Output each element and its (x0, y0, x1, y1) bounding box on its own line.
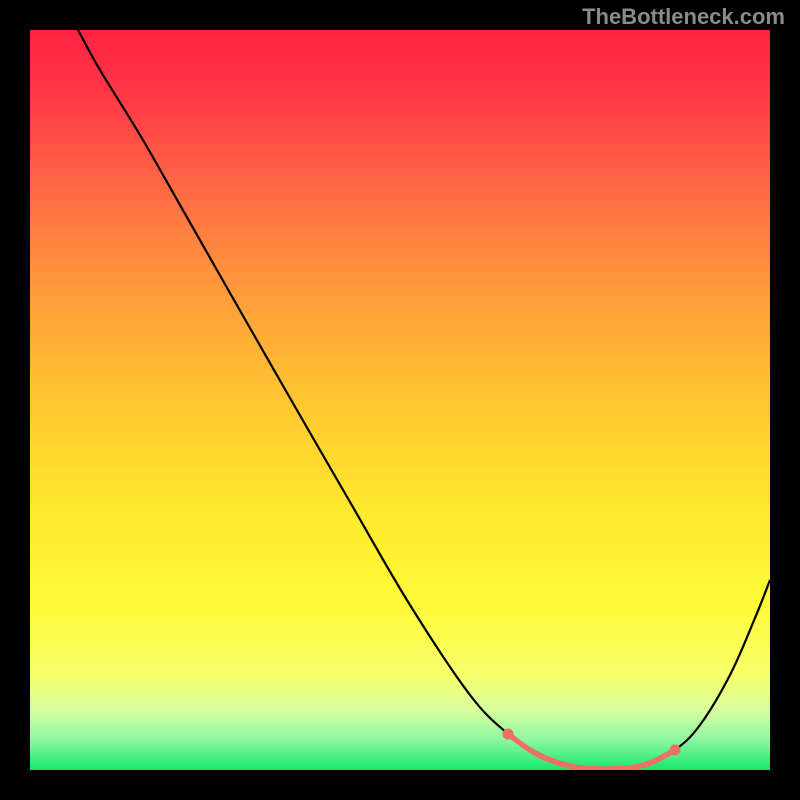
plot-area (30, 30, 770, 770)
highlight-endpoint-dot-0 (503, 729, 514, 740)
highlight-segment (508, 734, 675, 769)
main-curve (78, 30, 770, 769)
bottleneck-curve-svg (30, 30, 770, 770)
watermark-text: TheBottleneck.com (582, 4, 785, 30)
highlight-endpoint-dot-1 (670, 745, 681, 756)
